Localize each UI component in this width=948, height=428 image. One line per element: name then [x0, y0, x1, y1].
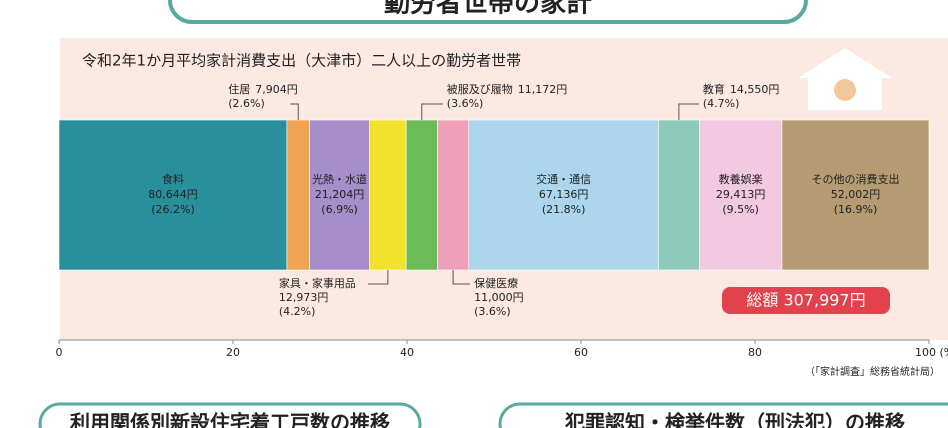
segment-name: 教育 — [703, 82, 725, 96]
segment-percent: (4.2%) — [279, 305, 316, 318]
leader-line — [290, 103, 299, 120]
x-tick-label: 100 (%) — [915, 346, 948, 359]
segment-name: 教養娯楽 — [719, 172, 763, 186]
segment-percent: (3.6%) — [474, 305, 511, 318]
segment-amount: 80,644円 — [148, 188, 198, 201]
segment-amount: 11,000円 — [474, 291, 524, 304]
segment-amount: 21,204円 — [315, 188, 365, 201]
bar-segment — [658, 119, 700, 271]
chart-title: 令和2年1か月平均家計消費支出（大津市）二人以上の勤労者世帯 — [82, 52, 521, 70]
x-tick-label: 60 — [574, 346, 588, 359]
footer-pill — [498, 402, 948, 428]
segment-name: 住居 7,904円 — [228, 82, 298, 96]
leader-line — [678, 103, 699, 120]
bar-segment — [58, 119, 288, 271]
x-tick-label: 0 — [56, 346, 63, 359]
bar-segment — [781, 119, 930, 271]
bar-segment — [699, 119, 783, 271]
total-label: 総額 307,997円 — [746, 291, 865, 310]
segment-name: 保健医療 — [474, 276, 518, 290]
segment-name: 被服及び履物 — [447, 82, 513, 96]
segment-percent: (2.6%) — [228, 97, 265, 110]
segment-name: その他の消費支出 — [811, 172, 899, 186]
segment-percent: (6.9%) — [321, 203, 358, 216]
segment-amount: 11,172円 — [518, 83, 568, 96]
bar-segment — [309, 119, 370, 271]
segment-amount: 52,002円 — [831, 188, 881, 201]
money-bag-icon — [834, 79, 856, 101]
segment-name: 光熱・水道 — [312, 172, 367, 186]
segment-name: 住居 — [228, 82, 250, 96]
leader-line — [452, 270, 471, 285]
header-title: 勤労者世帯の家計 — [384, 0, 592, 19]
footer-heading: 利用関係別新設住宅着工戸数の推移 — [70, 411, 390, 428]
segment-percent: (16.9%) — [834, 203, 878, 216]
bar-segment — [405, 119, 438, 271]
segment-percent: (21.8%) — [542, 203, 586, 216]
segment-percent: (4.7%) — [703, 97, 740, 110]
source: （「家計調査」総務省統計局） — [805, 365, 940, 378]
bar-segment — [369, 119, 407, 271]
segment-name: 被服及び履物 11,172円 — [447, 82, 568, 96]
bar-segment — [468, 119, 659, 271]
bar-segment — [286, 119, 310, 271]
total-box — [722, 287, 890, 314]
footer-pill — [38, 402, 422, 428]
segment-amount: 29,413円 — [716, 188, 766, 201]
segment-name: 食料 — [162, 172, 184, 186]
x-tick-label: 80 — [748, 346, 762, 359]
segment-name: 家具・家事用品 — [279, 276, 356, 290]
leader-line — [421, 103, 443, 120]
segment-name: 教育 14,550円 — [703, 82, 780, 96]
segment-percent: (9.5%) — [722, 203, 759, 216]
segment-amount: 67,136円 — [539, 188, 589, 201]
footer-heading: 犯罪認知・検挙件数（刑法犯）の推移 — [564, 411, 905, 428]
bar-segment — [437, 119, 470, 271]
header-pill — [168, 0, 808, 24]
segment-name: 交通・通信 — [536, 172, 591, 186]
segment-amount: 14,550円 — [730, 83, 780, 96]
x-tick-label: 20 — [226, 346, 240, 359]
segment-percent: (26.2%) — [151, 203, 195, 216]
segment-amount: 12,973円 — [279, 291, 329, 304]
segment-amount: 7,904円 — [255, 83, 298, 96]
leader-line — [367, 270, 389, 285]
x-tick-label: 40 — [400, 346, 414, 359]
segment-percent: (3.6%) — [447, 97, 484, 110]
